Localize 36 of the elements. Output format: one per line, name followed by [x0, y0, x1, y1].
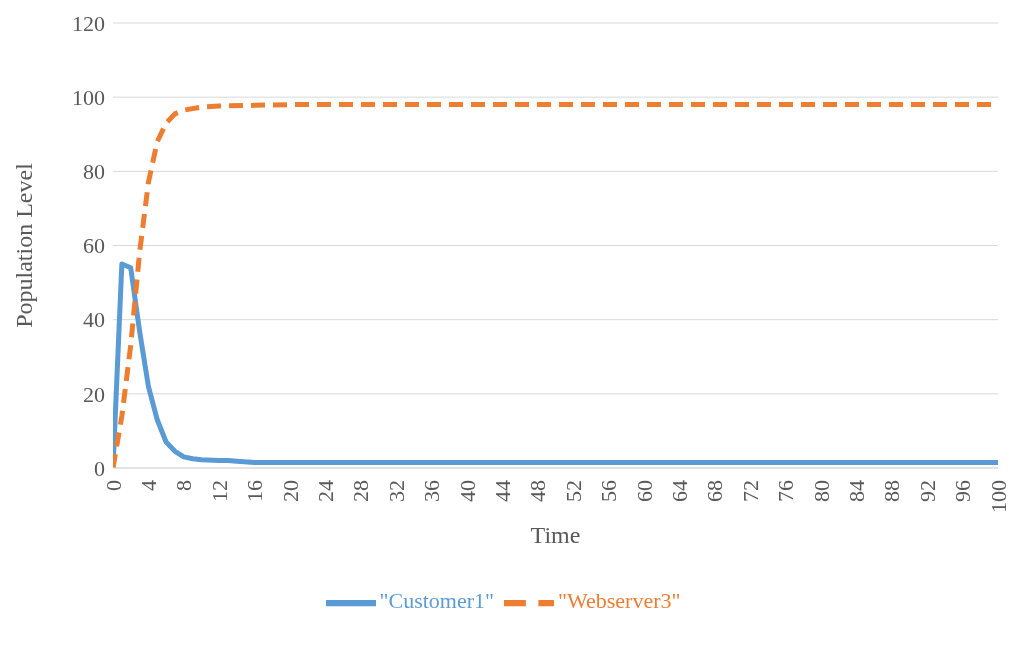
x-tick-label: 44 [489, 480, 515, 502]
x-tick-label: 100 [985, 480, 1011, 513]
x-tick-label: 8 [171, 480, 197, 491]
x-tick-label: 32 [383, 480, 409, 502]
y-tick-label: 60 [83, 233, 105, 259]
x-tick-label: 24 [312, 480, 338, 502]
x-tick-label: 88 [879, 480, 905, 502]
x-tick-label: 48 [525, 480, 551, 502]
x-tick-label: 56 [596, 480, 622, 502]
y-axis-title: Population Level [10, 162, 37, 328]
y-tick-label: 40 [83, 307, 105, 333]
x-tick-label: 84 [843, 480, 869, 502]
x-tick-label: 0 [100, 480, 126, 491]
x-tick-label: 80 [808, 480, 834, 502]
y-tick-label: 80 [83, 159, 105, 185]
x-tick-label: 76 [773, 480, 799, 502]
x-tick-label: 4 [135, 480, 161, 491]
x-axis-title: Time [530, 522, 581, 548]
x-tick-label: 28 [348, 480, 374, 502]
x-tick-label: 64 [666, 480, 692, 502]
x-tick-label: 68 [702, 480, 728, 502]
x-tick-label: 60 [631, 480, 657, 502]
x-tick-label: 16 [242, 480, 268, 502]
x-tick-label: 96 [950, 480, 976, 502]
y-tick-label: 20 [83, 381, 105, 407]
y-tick-label: 120 [72, 10, 105, 36]
legend-label: "Customer1" [379, 588, 495, 614]
x-tick-label: 12 [206, 480, 232, 502]
x-tick-label: 72 [737, 480, 763, 502]
x-tick-label: 52 [560, 480, 586, 502]
x-tick-label: 20 [277, 480, 303, 502]
y-tick-label: 100 [72, 84, 105, 110]
x-tick-label: 92 [914, 480, 940, 502]
x-tick-label: 36 [419, 480, 445, 502]
x-tick-label: 40 [454, 480, 480, 502]
legend-label: "Webserver3" [558, 588, 681, 614]
